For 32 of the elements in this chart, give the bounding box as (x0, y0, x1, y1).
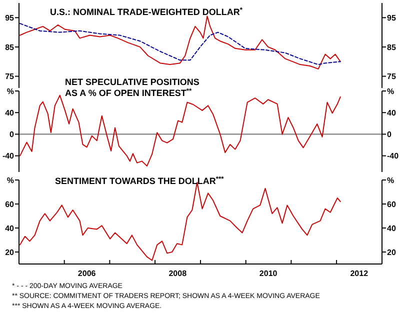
y2-tick-label: 75 (387, 72, 396, 82)
y2-tick-label: 95 (387, 13, 396, 22)
y-tick-label: 75 (5, 72, 15, 82)
y-tick-label: 60 (5, 200, 15, 209)
x-tick-label: 2006 (78, 269, 96, 278)
y2-tick-label: 0 (387, 130, 392, 139)
y-tick-label: % (6, 176, 14, 185)
chart-title: U.S.: NOMINAL TRADE-WEIGHTED DOLLAR$^{*}$ (50, 6, 243, 17)
y2-tick-label: 20 (387, 248, 396, 257)
x-tick-label: 2008 (168, 269, 188, 278)
line-series (19, 16, 341, 70)
y2-tick-label: % (387, 86, 394, 96)
line-series (19, 94, 341, 167)
y-tick-label: 95 (5, 13, 15, 22)
y-tick-label: 40 (5, 224, 15, 233)
y-tick-label: 20 (5, 248, 15, 257)
chart-title: SENTIMENT TOWARDS THE DOLLAR$^{***}$ (55, 176, 224, 186)
y2-tick-label: 40 (387, 224, 396, 233)
y2-tick-label: -40 (387, 152, 400, 161)
y-tick-label: 85 (5, 42, 15, 52)
y2-tick-label: 40 (387, 108, 396, 118)
y2-tick-label: 85 (387, 42, 396, 52)
y-tick-label: 40 (5, 108, 15, 118)
x-tick-label: 2010 (259, 269, 278, 278)
x-tick-label: 2012 (350, 269, 369, 278)
line-series (19, 23, 341, 66)
chart-title: NET SPECULATIVE POSITIONS AS A % OF OPEN INTEREST$^{**}$ (65, 77, 200, 98)
y-tick-label: -40 (2, 152, 15, 161)
y2-tick-label: 60 (387, 200, 396, 209)
y2-tick-label: % (387, 176, 394, 185)
y-tick-label: 0 (10, 130, 15, 139)
y-tick-label: % (6, 86, 14, 96)
